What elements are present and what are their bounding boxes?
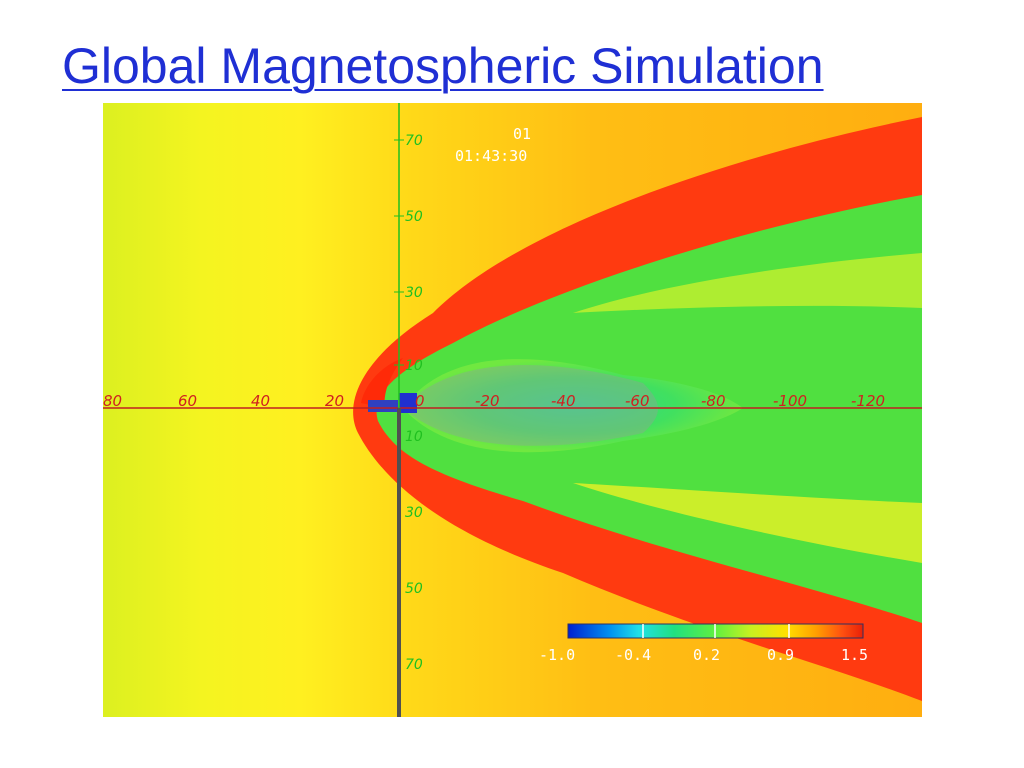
colorbar-label: 0.9 — [767, 646, 794, 664]
x-axis-label: 40 — [251, 392, 270, 410]
y-axis-label: 50 — [405, 209, 423, 225]
colorbar-ticks — [642, 624, 790, 638]
plasma-sheet-shadow — [403, 365, 658, 446]
tail-lobe-lower — [573, 483, 922, 563]
slide-title[interactable]: Global Magnetospheric Simulation — [62, 38, 824, 94]
y-axis-label: 30 — [405, 505, 423, 521]
x-axis-label: -80 — [701, 392, 726, 410]
y-axis-label: 10 — [405, 429, 423, 445]
plasma-sheet — [403, 359, 743, 453]
bow-shock-tip — [361, 358, 403, 408]
tail-lobe-upper — [573, 253, 922, 313]
y-axis-ticks-upper — [394, 139, 404, 366]
x-axis-label: -40 — [551, 392, 576, 410]
x-axis-label: 60 — [178, 392, 197, 410]
y-axis-label: 50 — [405, 581, 423, 597]
y-axis-label: 10 — [405, 358, 423, 374]
simulation-plot: 80 60 40 20 0 -20 -40 -60 -80 -100 -120 … — [103, 103, 922, 717]
colorbar-label: 1.5 — [841, 646, 868, 664]
frame-number: 01 — [513, 125, 531, 143]
y-axis-label: 30 — [405, 285, 423, 301]
x-axis-label: -60 — [625, 392, 650, 410]
simulation-image: 80 60 40 20 0 -20 -40 -60 -80 -100 -120 … — [103, 103, 922, 717]
colorbar-label: -1.0 — [539, 646, 575, 664]
colorbar-label: 0.2 — [693, 646, 720, 664]
colorbar-label: -0.4 — [615, 646, 651, 664]
x-axis-label: 80 — [103, 392, 122, 410]
timestamp: 01:43:30 — [455, 147, 527, 165]
y-axis-label: 70 — [405, 133, 423, 149]
x-axis-label: -120 — [851, 392, 885, 410]
x-axis-label: -20 — [475, 392, 500, 410]
x-axis-label: 20 — [325, 392, 344, 410]
x-axis-label: -100 — [773, 392, 807, 410]
inner-magnetosphere — [368, 400, 398, 412]
x-axis-label: 0 — [415, 392, 425, 410]
colorbar: -1.0 -0.4 0.2 0.9 1.5 — [539, 623, 868, 664]
y-axis-label: 70 — [405, 657, 423, 673]
